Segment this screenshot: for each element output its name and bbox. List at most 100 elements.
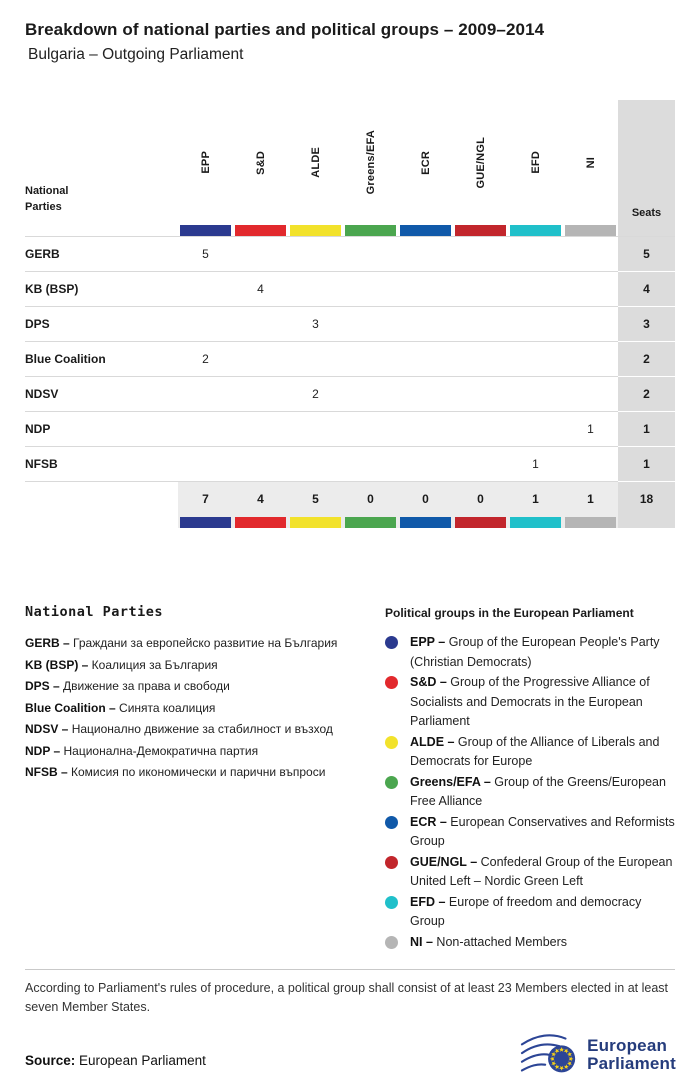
seatcell-2-alde: 3 [288, 307, 343, 342]
seatcell-4-alde: 2 [288, 377, 343, 412]
colorbar-ni [563, 225, 618, 237]
group-legend-item: NI – Non-attached Members [385, 933, 678, 953]
procedure-note: According to Parliament's rules of proce… [25, 969, 675, 1017]
seatcell-2-efd [508, 307, 563, 342]
ep-logo-line1: European [587, 1035, 668, 1055]
source-label: Source: [25, 1053, 76, 1068]
national-parties-list: GERB – Граждани за европейско развитие н… [25, 633, 365, 784]
group-legend-item: ALDE – Group of the Alliance of Liberals… [385, 733, 678, 772]
group-color-bar [235, 516, 286, 528]
party-name-1: KB (BSP) [25, 272, 178, 307]
group-color-bar [400, 225, 451, 236]
national-parties-heading: National Parties [25, 604, 164, 620]
political-groups-list: EPP – Group of the European People's Par… [385, 633, 678, 952]
group-legend-item: EFD – Europe of freedom and democracy Gr… [385, 893, 678, 932]
seats-value-1: 4 [618, 272, 675, 307]
colorbar-epp [178, 225, 233, 237]
party-abbr: NFSB – [25, 765, 68, 779]
seatcell-2-ni [563, 307, 618, 342]
bottom-colorbar-epp [178, 516, 233, 528]
seatcell-6-ni [563, 447, 618, 482]
group-color-bar [565, 516, 616, 528]
seatcell-5-alde [288, 412, 343, 447]
column-header-ecr: ECR [398, 100, 453, 225]
group-color-dot-icon [385, 895, 398, 909]
seatcell-4-greens-efa [343, 377, 398, 412]
bottom-colorbar-ni [563, 516, 618, 528]
seats-value-6: 1 [618, 447, 675, 482]
group-color-bar [510, 225, 561, 236]
group-color-dot-icon [385, 855, 398, 869]
total-alde: 5 [288, 482, 343, 516]
ep-logo-icon [520, 1034, 576, 1073]
seatcell-4-gue-ngl [453, 377, 508, 412]
seatcell-4-ni [563, 377, 618, 412]
group-color-bar [180, 516, 231, 528]
group-color-bar [290, 516, 341, 528]
seatcell-1-ecr [398, 272, 453, 307]
group-color-bar [510, 516, 561, 528]
group-color-bar [455, 225, 506, 236]
ep-logo-line2: Parliament [587, 1054, 676, 1073]
seatcell-4-ecr [398, 377, 453, 412]
group-color-dot-icon [385, 815, 398, 829]
national-parties-legend: National Parties GERB – Граждани за евро… [25, 604, 365, 784]
seatcell-5-gue-ngl [453, 412, 508, 447]
group-abbr: EFD – [410, 894, 446, 909]
seats-value-2: 3 [618, 307, 675, 342]
party-legend-item: Blue Coalition – Синята коалиция [25, 700, 216, 715]
bottom-colorbar-gue-ngl [453, 516, 508, 528]
seatcell-0-efd [508, 237, 563, 272]
seatcell-0-ni [563, 237, 618, 272]
seatcell-6-greens-efa [343, 447, 398, 482]
seatcell-6-epp [178, 447, 233, 482]
group-color-bar [455, 516, 506, 528]
group-color-dot-icon [385, 676, 398, 689]
seatcell-5-sd [233, 412, 288, 447]
seatcell-3-epp: 2 [178, 342, 233, 377]
group-color-dot-icon [385, 775, 398, 789]
seatcell-0-gue-ngl [453, 237, 508, 272]
seatcell-6-alde [288, 447, 343, 482]
party-abbr: GERB – [25, 636, 70, 650]
seatcell-0-epp: 5 [178, 237, 233, 272]
party-abbr: Blue Coalition – [25, 700, 116, 715]
group-color-bar [290, 225, 341, 236]
total-greens-efa: 0 [343, 482, 398, 516]
seatcell-3-ecr [398, 342, 453, 377]
bottom-colorbar-spacer [25, 516, 178, 528]
group-color-bar [345, 225, 396, 236]
column-header-greens-efa: Greens/EFA [343, 100, 398, 225]
seatcell-4-efd [508, 377, 563, 412]
seatcell-0-sd [233, 237, 288, 272]
party-name-3: Blue Coalition [25, 342, 178, 377]
source-line: Source: European Parliament [25, 1053, 206, 1068]
total-seats: 18 [618, 482, 675, 516]
seatcell-3-alde [288, 342, 343, 377]
seatcell-2-epp [178, 307, 233, 342]
colorbar-alde [288, 225, 343, 237]
column-header-gue-ngl: GUE/NGL [453, 100, 508, 225]
bottom-colorbar-sd [233, 516, 288, 528]
group-color-bar [235, 225, 286, 236]
seatcell-4-sd [233, 377, 288, 412]
seats-column-header: Seats [618, 100, 675, 225]
seatcell-0-greens-efa [343, 237, 398, 272]
seatcell-6-ecr [398, 447, 453, 482]
seatcell-5-efd [508, 412, 563, 447]
seatcell-1-gue-ngl [453, 272, 508, 307]
seatcell-1-greens-efa [343, 272, 398, 307]
seatcell-0-ecr [398, 237, 453, 272]
column-header-alde: ALDE [288, 100, 343, 225]
party-name-0: GERB [25, 237, 178, 272]
column-header-label: Greens/EFA [364, 130, 377, 195]
group-abbr: NI – [410, 934, 433, 949]
group-color-bar [180, 225, 231, 236]
seats-header-band [618, 225, 675, 237]
group-color-bar [565, 225, 616, 236]
group-abbr: EPP – [410, 635, 446, 649]
total-ni: 1 [563, 482, 618, 516]
party-abbr: NDSV – [25, 722, 69, 736]
column-header-label: GUE/NGL [474, 136, 487, 189]
seats-table: National Parties EPP S&D ALDE Greens/EFA ECR GU… [25, 100, 675, 528]
